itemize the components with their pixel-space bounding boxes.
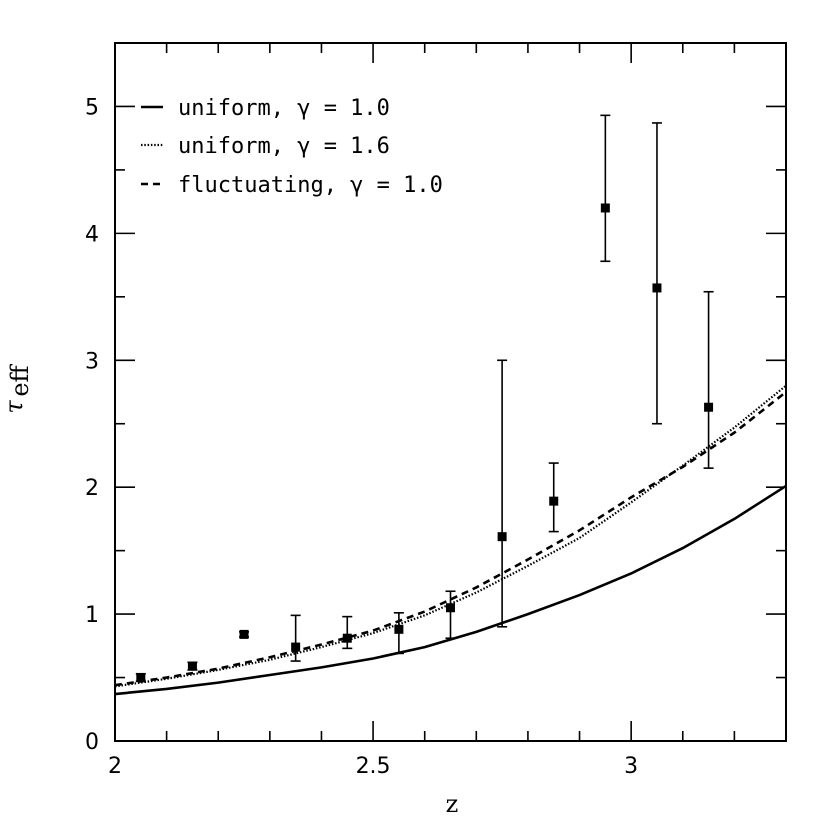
data-point: [239, 629, 249, 639]
legend-label-uniform-gamma-1-6: uniform, γ = 1.6: [178, 134, 390, 159]
legend: uniform, γ = 1.0 uniform, γ = 1.6 fluctu…: [141, 96, 443, 198]
legend-label-uniform-gamma-1-0: uniform, γ = 1.0: [178, 96, 390, 121]
y-axis-label-subscript: eff: [6, 363, 34, 396]
data-point: [446, 603, 455, 613]
y-tick-label: 4: [85, 222, 99, 247]
data-point: [394, 624, 404, 634]
x-tick-label: 3: [624, 754, 638, 779]
plot-frame: [114, 42, 787, 742]
x-tick-label: 2.5: [356, 754, 391, 779]
data-point: [600, 203, 610, 213]
y-tick-label: 0: [85, 730, 99, 755]
y-tick-label: 1: [85, 603, 99, 628]
series-line-dashed: [114, 390, 787, 687]
data-point: [549, 496, 559, 506]
y-tick-label: 5: [85, 95, 99, 120]
series-line-solid: [114, 484, 787, 696]
data-point: [136, 673, 146, 683]
data-point: [497, 532, 507, 542]
x-tick-label: 2: [108, 754, 122, 779]
points-layer: [135, 114, 714, 683]
x-axis-label: z: [446, 790, 459, 818]
data-point: [291, 642, 301, 652]
legend-label-fluctuating-gamma-1-0: fluctuating, γ = 1.0: [178, 173, 443, 198]
data-point: [652, 283, 662, 293]
ticks-layer: 2 2.5 3 0 1 2 3 4 5: [85, 43, 786, 779]
y-tick-label: 3: [85, 349, 99, 374]
y-axis-label: τ eff: [0, 363, 34, 413]
data-point: [704, 402, 714, 412]
y-tick-label: 2: [85, 476, 99, 501]
data-point: [342, 633, 352, 643]
y-axis-label-main: τ: [0, 400, 28, 414]
data-point: [187, 661, 197, 671]
